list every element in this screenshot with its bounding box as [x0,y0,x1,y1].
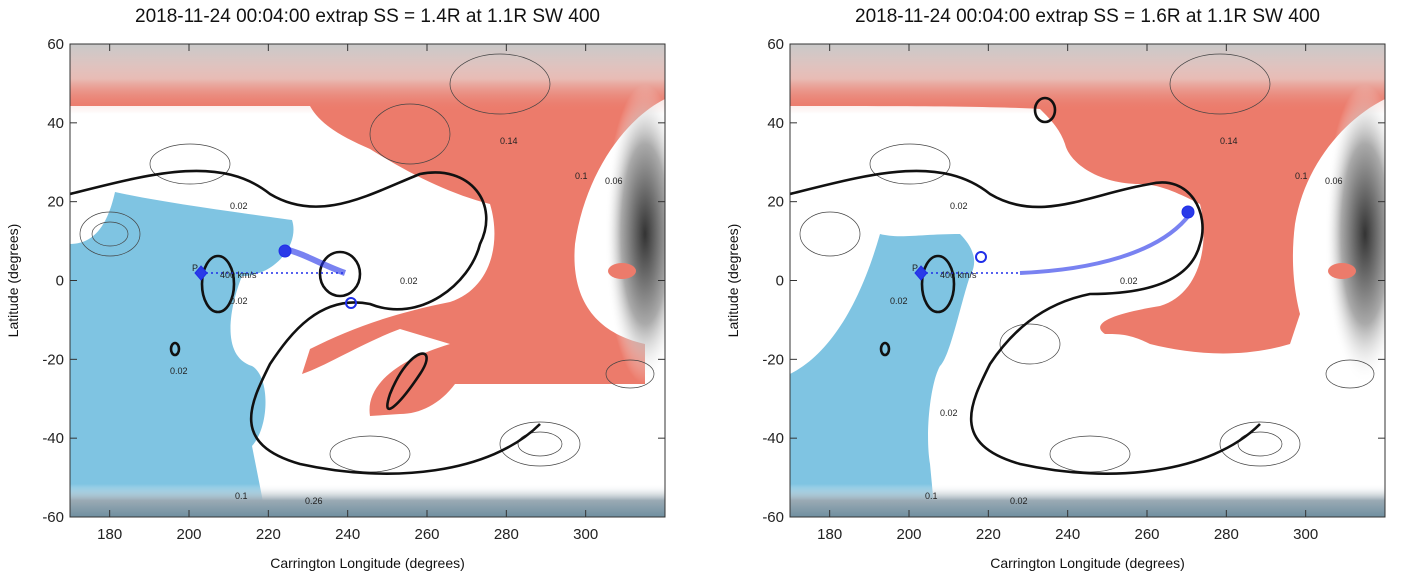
annotation: 0.1 [1295,171,1308,181]
chart-title: 2018-11-24 00:04:00 extrap SS = 1.4R at … [135,6,600,27]
annotation: 0.02 [1120,276,1138,286]
x-tick-label: 280 [494,526,519,543]
y-axis-label: Latitude (degrees) [725,224,741,338]
annotation: 0.02 [1010,496,1028,506]
y-tick-label: 40 [47,115,64,132]
map [790,44,1385,517]
y-tick-label: 20 [47,194,64,211]
x-tick-label: 220 [256,526,281,543]
annotation: 0.06 [1325,176,1343,186]
annotation: 400 km/s [220,270,257,280]
y-tick-label: -40 [762,430,784,447]
chart-title: 2018-11-24 00:04:00 extrap SS = 1.6R at … [855,6,1320,27]
y-tick-label: -20 [42,351,64,368]
annotation: 0.02 [890,296,908,306]
y-tick-label: 0 [776,273,784,290]
x-tick-label: 280 [1214,526,1239,543]
x-tick-label: 240 [1055,526,1080,543]
annotation: 0.02 [230,296,248,306]
y-tick-label: -20 [762,351,784,368]
annotation: 0.14 [500,136,518,146]
x-tick-label: 260 [414,526,439,543]
annotation: 0.02 [950,201,968,211]
y-tick-label: 20 [767,194,784,211]
annotation: 0.02 [400,276,418,286]
x-tick-label: 300 [573,526,598,543]
x-tick-label: 200 [176,526,201,543]
x-tick-label: 180 [817,526,842,543]
annotation: 400 km/s [940,270,977,280]
y-tick-label: 40 [767,115,784,132]
y-tick-label: 60 [47,36,64,53]
annotation: 0.06 [605,176,623,186]
annotation: 0.1 [925,491,938,501]
x-tick-label: 180 [97,526,122,543]
annotation: 0.26 [305,496,323,506]
y-tick-label: -40 [42,430,64,447]
panel: 180 200 220 240 260 280 300 -60 -40 -20 0 20 40 60 201… [725,6,1386,571]
x-tick-label: 260 [1134,526,1159,543]
x-tick-label: 220 [976,526,1001,543]
annotation: 0.02 [170,366,188,376]
y-tick-label: -60 [762,509,784,526]
y-tick-label: 60 [767,36,784,53]
annotation: 0.02 [940,408,958,418]
y-tick-label: -60 [42,509,64,526]
annotation: 0.14 [1220,136,1238,146]
annotation: P [912,263,918,273]
x-axis-label: Carrington Longitude (degrees) [270,555,465,571]
y-axis-label: Latitude (degrees) [5,224,21,338]
annotation: 0.1 [575,171,588,181]
x-tick-label: 200 [896,526,921,543]
y-tick-label: 0 [56,273,64,290]
annotation: P [192,263,198,273]
map [70,44,665,517]
x-axis-label: Carrington Longitude (degrees) [990,555,1185,571]
panel: 180 200 220 240 260 280 300 -60 -40 -20 0 20 40 60 201… [5,6,666,571]
x-tick-label: 300 [1293,526,1318,543]
x-tick-label: 240 [335,526,360,543]
annotation: 0.02 [230,201,248,211]
annotation: 0.1 [235,491,248,501]
